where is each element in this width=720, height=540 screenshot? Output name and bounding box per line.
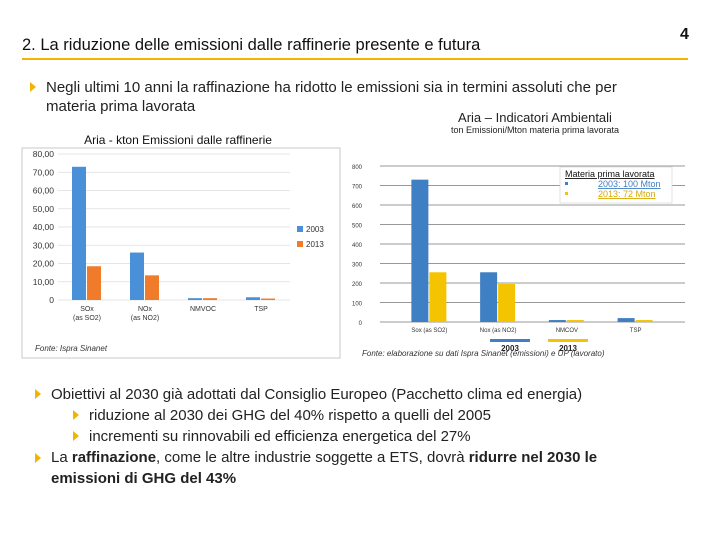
bar-2003	[480, 272, 498, 322]
y-tick-label: 10,00	[33, 277, 55, 287]
footer-sub-bullet-1: riduzione al 2030 dei GHG del 40% rispet…	[35, 405, 705, 426]
y-tick-label: 80,00	[33, 149, 55, 159]
y-tick-label: 400	[352, 243, 363, 249]
bar-2013	[498, 283, 516, 322]
y-tick-label: 0	[359, 321, 363, 327]
legend-label: 2003	[306, 225, 324, 234]
bar-2003	[411, 179, 429, 322]
legend-swatch	[490, 339, 530, 342]
bar-2003	[130, 252, 144, 300]
legend-label: 2003	[501, 344, 519, 353]
page-number: 4	[680, 26, 689, 43]
bullet-arrow-icon	[35, 453, 41, 463]
bar-2003	[72, 166, 86, 300]
bullet-arrow-icon	[35, 389, 41, 399]
y-tick-label: 800	[352, 165, 363, 171]
intro-bullet-text: Negli ultimi 10 anni la raffinazione ha …	[46, 79, 617, 115]
page-title: 2. La riduzione delle emissioni dalle ra…	[22, 36, 481, 54]
y-tick-label: 0	[49, 295, 54, 305]
emissions-kton-chart: Aria - kton Emissioni dalle raffinerie 0…	[21, 133, 341, 359]
title-underline	[22, 58, 688, 60]
bar-2013	[429, 272, 447, 322]
footer-bullet-2-text: La raffinazione, come le altre industrie…	[51, 449, 598, 487]
bar-2013	[145, 275, 159, 300]
chart-title: Aria - kton Emissioni dalle raffinerie	[84, 133, 272, 147]
x-tick-label: Sox (as SO2)	[411, 328, 447, 334]
y-tick-label: 100	[352, 302, 363, 308]
footer-bullets: Obiettivi al 2030 già adottati dal Consi…	[35, 384, 705, 489]
annotation-marker-2003	[565, 182, 568, 185]
x-tick-label: Nox (as NO2)	[480, 328, 517, 334]
annotation-heading: Materia prima lavorata	[565, 169, 655, 179]
chart-title: Aria – Indicatori Ambientali	[458, 110, 612, 125]
y-tick-label: 200	[352, 282, 363, 288]
indicators-per-mton-chart: Aria – Indicatori Ambientali ton Emissio…	[352, 110, 685, 353]
bar-2013	[635, 320, 653, 322]
footer-bullet-1: Obiettivi al 2030 già adottati dal Consi…	[35, 384, 705, 405]
chart-frame	[21, 147, 341, 359]
legend-swatch	[548, 339, 588, 342]
refining-keyword: raffinazione	[71, 449, 157, 466]
bar-2003	[246, 297, 260, 300]
bar-2003	[617, 318, 635, 322]
left-chart-source: Fonte: Ispra Sinanet	[35, 344, 108, 353]
right-chart-source: Fonte: elaborazione su dati Ispra Sinane…	[362, 349, 605, 358]
y-tick-label: 300	[352, 263, 363, 269]
footer-bullet-1-text: Obiettivi al 2030 già adottati dal Consi…	[51, 386, 583, 403]
x-tick-label: NOx	[138, 306, 153, 313]
footer-sub-bullet-1-text: riduzione al 2030 dei GHG del 40% rispet…	[89, 407, 491, 424]
legend-swatch	[297, 226, 303, 232]
bar-2013	[87, 266, 101, 300]
y-tick-label: 60,00	[33, 186, 55, 196]
x-tick-label: SOx	[80, 306, 94, 313]
legend-swatch	[297, 241, 303, 247]
y-tick-label: 600	[352, 204, 363, 210]
intro-bullet: Negli ultimi 10 anni la raffinazione ha …	[30, 78, 680, 116]
footer-sub-bullet-2-text: incrementi su rinnovabili ed efficienza …	[89, 428, 471, 445]
bullet-arrow-icon	[30, 82, 36, 92]
annotation-box	[559, 166, 673, 204]
bar-2003	[188, 298, 202, 300]
chart-subtitle: ton Emissioni/Mton materia prima lavorat…	[451, 125, 619, 135]
reduction-target: ridurre nel 2030 le emissioni di GHG del…	[51, 449, 598, 487]
x-tick-label: (as NO2)	[131, 315, 159, 322]
y-tick-label: 20,00	[33, 259, 55, 269]
y-tick-label: 50,00	[33, 204, 55, 214]
y-tick-label: 70,00	[33, 167, 55, 177]
y-tick-label: 40,00	[33, 222, 55, 232]
legend-label: 2013	[559, 344, 577, 353]
legend-label: 2013	[306, 240, 324, 249]
x-tick-label: NMCOV	[556, 328, 578, 334]
bullet-arrow-icon	[73, 431, 79, 441]
footer-bullet-2: La raffinazione, come le altre industrie…	[35, 447, 705, 489]
y-tick-label: 30,00	[33, 240, 55, 250]
bar-2013	[203, 298, 217, 300]
annotation-line-2003: 2003: 100 Mton	[598, 179, 661, 189]
annotation-line-2013: 2013: 72 Mton	[598, 189, 656, 199]
y-tick-label: 700	[352, 185, 363, 191]
x-tick-label: NMVOC	[190, 306, 216, 313]
y-tick-label: 500	[352, 224, 363, 230]
x-tick-label: TSP	[254, 306, 268, 313]
bar-2013	[261, 298, 275, 300]
annotation-marker-2013	[565, 192, 568, 195]
x-tick-label: TSP	[630, 328, 642, 334]
bar-2003	[548, 320, 566, 322]
bullet-arrow-icon	[73, 410, 79, 420]
footer-sub-bullet-2: incrementi su rinnovabili ed efficienza …	[35, 426, 705, 447]
x-tick-label: (as SO2)	[73, 315, 101, 322]
bar-2013	[566, 320, 584, 322]
